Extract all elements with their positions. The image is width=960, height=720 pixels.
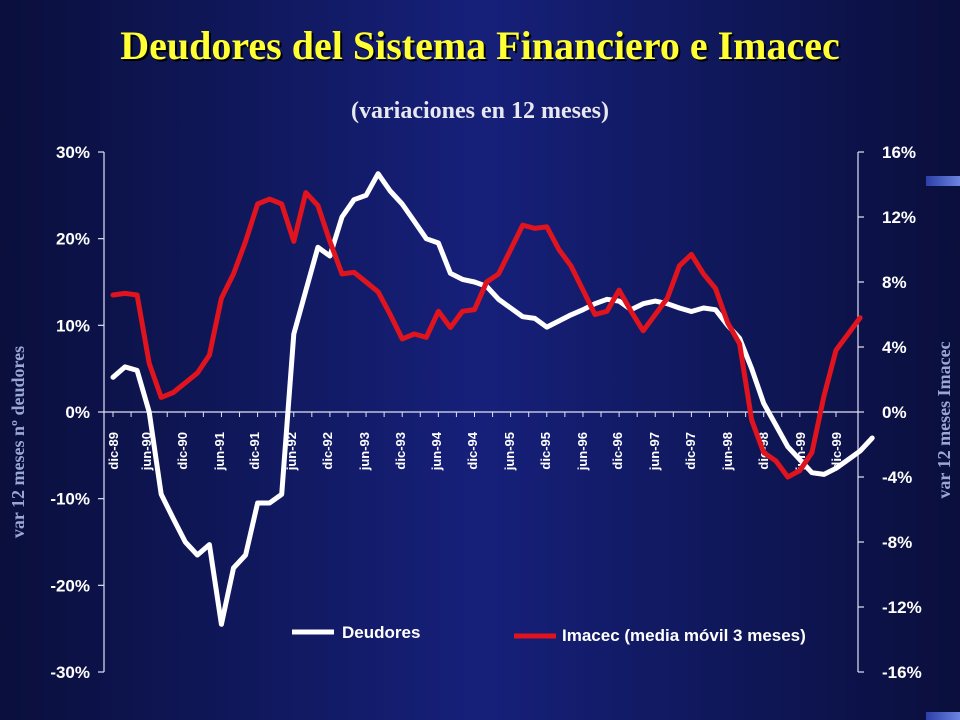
chart-title: Deudores del Sistema Financiero e Imacec xyxy=(120,23,840,68)
legend-label-deudores: Deudores xyxy=(342,623,420,642)
left-tick-label: 0% xyxy=(65,403,90,422)
left-tick-label: 30% xyxy=(56,143,90,162)
x-tick-label: dic-90 xyxy=(175,432,190,470)
left-tick-label: 20% xyxy=(56,230,90,249)
series-line-imacec xyxy=(110,190,863,480)
x-tick-label: jun-93 xyxy=(357,432,372,471)
x-tick-label: jun-90 xyxy=(139,432,154,471)
left-tick-label: -10% xyxy=(50,490,90,509)
legend-label-imacec: Imacec (media móvil 3 meses) xyxy=(562,626,806,645)
left-tick-label: -20% xyxy=(50,576,90,595)
x-tick-label: jun-96 xyxy=(575,432,590,471)
right-tick-label: 8% xyxy=(882,273,907,292)
x-tick-label: dic-99 xyxy=(829,432,844,470)
right-tick-label: -16% xyxy=(882,663,922,682)
x-tick-label: jun-98 xyxy=(720,432,735,471)
x-tick-label: dic-95 xyxy=(538,432,553,470)
right-tick-label: 16% xyxy=(882,143,916,162)
right-tick-label: -8% xyxy=(882,533,912,552)
x-tick-label: dic-96 xyxy=(610,432,625,470)
x-tick-label: dic-93 xyxy=(393,432,408,470)
right-tick-label: 4% xyxy=(882,338,907,357)
right-tick-label: 0% xyxy=(882,403,907,422)
x-tick-label: dic-97 xyxy=(683,432,698,470)
x-tick-label: dic-91 xyxy=(247,432,262,470)
x-tick-label: dic-92 xyxy=(320,432,335,470)
series-line-deudores xyxy=(110,171,875,627)
slide-decoration-bottom xyxy=(926,712,960,720)
slide-decoration xyxy=(926,176,960,186)
left-tick-label: -30% xyxy=(50,663,90,682)
x-tick-label: jun-97 xyxy=(647,432,662,471)
chart-subtitle: (variaciones en 12 meses) xyxy=(351,98,609,124)
x-tick-label: dic-94 xyxy=(465,431,480,469)
right-tick-label: -12% xyxy=(882,598,922,617)
x-tick-label: dic-89 xyxy=(106,432,121,470)
right-axis-title: var 12 meses Imacec xyxy=(934,341,954,498)
left-tick-label: 10% xyxy=(56,316,90,335)
right-tick-label: 12% xyxy=(882,208,916,227)
x-tick-label: jun-94 xyxy=(429,431,444,471)
left-axis-title: var 12 meses nº deudores xyxy=(8,346,28,538)
right-tick-label: -4% xyxy=(882,468,912,487)
x-tick-label: jun-91 xyxy=(212,432,227,471)
x-tick-label: jun-95 xyxy=(502,432,517,471)
